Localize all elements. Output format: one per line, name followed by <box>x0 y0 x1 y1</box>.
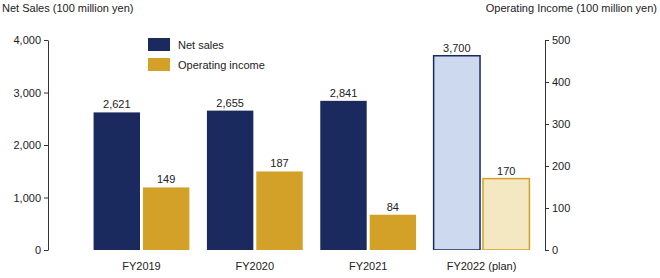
legend-swatch <box>148 58 170 71</box>
bar <box>320 101 366 250</box>
tick: 400 <box>545 76 570 88</box>
bar <box>370 215 416 250</box>
data-label: 2,841 <box>330 87 358 99</box>
legend: Net sales Operating income <box>148 38 265 71</box>
tick-mark <box>545 166 549 167</box>
tick-label: 2,000 <box>13 139 41 151</box>
tick-mark <box>545 250 549 251</box>
tick-label: 0 <box>35 244 41 256</box>
bars <box>94 56 530 250</box>
tick-mark <box>44 250 48 251</box>
tick-mark <box>44 93 48 94</box>
tick-label: 500 <box>552 34 570 46</box>
tick-mark <box>545 124 549 125</box>
tick-mark <box>44 198 48 199</box>
category-label: FY2019 <box>122 260 161 272</box>
axis-line <box>48 41 49 251</box>
category-label: FY2021 <box>349 260 388 272</box>
tick: 2,000 <box>13 139 48 151</box>
tick-label: 3,000 <box>13 87 41 99</box>
bar <box>256 171 302 250</box>
data-label: 3,700 <box>443 42 471 54</box>
tick: 3,000 <box>13 87 48 99</box>
tick-label: 400 <box>552 76 570 88</box>
tick-mark <box>44 40 48 41</box>
tick-label: 4,000 <box>13 34 41 46</box>
tick: 100 <box>545 202 570 214</box>
y-axis-title: Net Sales (100 million yen) <box>2 2 133 14</box>
data-label: 84 <box>387 201 399 213</box>
tick-mark <box>545 82 549 83</box>
data-label: 187 <box>270 157 288 169</box>
bar <box>434 56 480 250</box>
tick-mark <box>44 145 48 146</box>
legend-swatch <box>148 38 170 51</box>
tick-label: 0 <box>552 244 558 256</box>
tick-mark <box>545 208 549 209</box>
data-label: 170 <box>497 165 515 177</box>
data-label: 2,621 <box>103 98 131 110</box>
tick-label: 300 <box>552 118 570 130</box>
bar <box>483 179 529 250</box>
tick: 0 <box>545 244 558 256</box>
y2-axis-title: Operating Income (100 million yen) <box>486 2 657 14</box>
chart: 0 1,000 2,000 3,000 4,000 0 100 200 300 400 500 Net… <box>0 0 660 278</box>
tick: 200 <box>545 160 570 172</box>
legend-label: Operating income <box>178 59 265 71</box>
tick-label: 200 <box>552 160 570 172</box>
tick: 4,000 <box>13 34 48 46</box>
category-label: FY2020 <box>236 260 275 272</box>
category-label: FY2022 (plan) <box>447 260 517 272</box>
tick: 500 <box>545 34 570 46</box>
tick: 300 <box>545 118 570 130</box>
y-axis: 0 1,000 2,000 3,000 4,000 <box>13 34 48 256</box>
tick: 0 <box>35 244 48 256</box>
legend-item: Net sales <box>148 38 224 51</box>
data-labels: 2,621 2,655 2,841 3,700 149 187 84 170 <box>103 42 515 213</box>
axis-line <box>545 41 546 251</box>
y2-axis: 0 100 200 300 400 500 <box>545 34 570 256</box>
tick-label: 1,000 <box>13 192 41 204</box>
tick-mark <box>545 40 549 41</box>
bar <box>143 187 189 250</box>
bar <box>94 112 140 250</box>
data-label: 149 <box>157 173 175 185</box>
tick: 1,000 <box>13 192 48 204</box>
data-label: 2,655 <box>216 97 244 109</box>
tick-label: 100 <box>552 202 570 214</box>
legend-label: Net sales <box>178 39 224 51</box>
bar <box>207 111 253 250</box>
legend-item: Operating income <box>148 58 265 71</box>
